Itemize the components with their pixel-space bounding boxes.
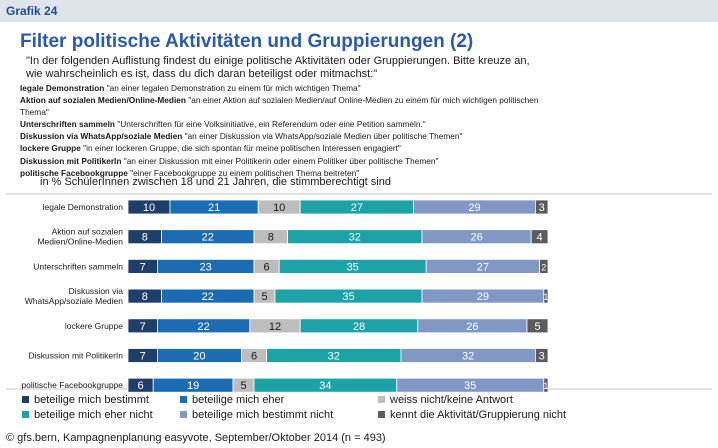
data-label: 19 (187, 380, 199, 392)
data-label: 7 (140, 261, 146, 273)
data-label: 29 (477, 291, 489, 303)
data-label: 23 (200, 261, 212, 273)
data-label: 6 (264, 261, 270, 273)
data-label: 7 (140, 351, 146, 363)
source-note: © gfs.bern, Kampagnenplanung easyvote, S… (6, 432, 386, 444)
item-definitions: legale Demonstration "an einer legalen D… (20, 82, 580, 179)
data-label: 22 (197, 321, 209, 333)
data-label: 8 (142, 232, 148, 244)
data-label: 5 (534, 321, 540, 333)
data-label: 20 (193, 351, 205, 363)
category-label: politische Facebookgruppe (21, 380, 123, 390)
data-label: 22 (202, 232, 214, 244)
item-definition: Diskussion via WhatsApp/soziale Medien "… (20, 131, 463, 142)
category-label: Unterschriften sammeln (33, 261, 123, 271)
item-definition: lockere Gruppe "in einer lockeren Gruppe… (20, 143, 401, 154)
legend-swatch (22, 411, 29, 418)
bar-segment (539, 258, 549, 274)
data-label: 1 (543, 381, 548, 391)
category-label: lockere Gruppe (65, 321, 123, 331)
legend-swatch (180, 411, 187, 418)
data-label: 8 (142, 291, 148, 303)
data-label: 28 (353, 321, 365, 333)
item-definition: Diskussion mit PolitikerIn "an einer Dis… (20, 155, 439, 166)
legend-label: weiss nicht/keine Antwort (389, 394, 513, 406)
data-label: 32 (349, 232, 361, 244)
data-label: 3 (539, 202, 545, 214)
bar-segment (543, 377, 549, 393)
data-label: 35 (347, 261, 359, 273)
category-label: Medien/Online-Medien (37, 237, 123, 247)
data-label: 35 (464, 380, 476, 392)
legend-swatch (378, 411, 385, 418)
data-label: 32 (462, 351, 474, 363)
data-label: 8 (268, 232, 274, 244)
category-label: WhatsApp/soziale Medien (25, 296, 124, 306)
data-label: 21 (208, 202, 220, 214)
bar-segment (535, 199, 549, 215)
legend-swatch (22, 396, 29, 403)
data-label: 32 (328, 351, 340, 363)
data-label: 3 (539, 351, 545, 363)
bar-segment (535, 348, 549, 363)
category-label: Diskussion via (69, 286, 124, 296)
category-label: Aktion auf sozialen (52, 227, 124, 237)
data-label: 10 (273, 202, 285, 214)
data-label: 1 (543, 292, 548, 302)
data-label: 35 (342, 291, 354, 303)
question-intro: "In der folgenden Auflistung findest du … (26, 55, 530, 80)
legend-label: beteilige mich bestimmt nicht (192, 409, 333, 421)
item-definition: legale Demonstration "an einer legalen D… (20, 83, 361, 93)
item-definition: Aktion auf sozialen Medien/Online-Medien… (20, 95, 539, 118)
figure-number: Grafik 24 (6, 4, 58, 18)
legend-swatch (378, 396, 385, 403)
data-label: 26 (470, 232, 482, 244)
category-label: Diskussion mit PolitikerIn (29, 351, 124, 361)
data-label: 34 (319, 380, 331, 392)
data-label: 10 (143, 202, 155, 214)
item-definition: politische Facebookgruppe "einer Faceboo… (20, 167, 360, 178)
item-definition: Unterschriften sammeln "Unterschriften f… (20, 119, 426, 130)
chart-subtitle: in % SchülerInnen zwischen 18 und 21 Jah… (40, 176, 391, 188)
bar-segment (543, 288, 549, 304)
data-label: 6 (138, 380, 144, 392)
legend-label: beteilige mich eher nicht (34, 409, 153, 421)
data-label: 5 (261, 291, 267, 303)
data-label: 5 (240, 380, 246, 392)
category-label: legale Demonstration (43, 202, 124, 212)
bar-segment (530, 229, 549, 245)
legend-swatch (180, 396, 187, 403)
header-bar (0, 0, 718, 22)
legend-label: kennt die Aktivität/Gruppierung nicht (390, 409, 566, 421)
data-label: 6 (251, 351, 257, 363)
data-label: 27 (351, 202, 363, 214)
chart-title: Filter politische Aktivitäten und Gruppi… (20, 31, 474, 52)
data-label: 7 (140, 321, 146, 333)
data-label: 27 (477, 261, 489, 273)
data-label: 26 (466, 321, 478, 333)
data-label: 22 (202, 291, 214, 303)
data-label: 4 (537, 232, 543, 244)
legend-label: beteilige mich bestimmt (34, 394, 149, 406)
data-label: 12 (269, 321, 281, 333)
data-label: 2 (541, 262, 546, 272)
legend-label: beteilige mich eher (192, 394, 285, 406)
data-label: 29 (468, 202, 480, 214)
bar-segment (526, 318, 549, 334)
